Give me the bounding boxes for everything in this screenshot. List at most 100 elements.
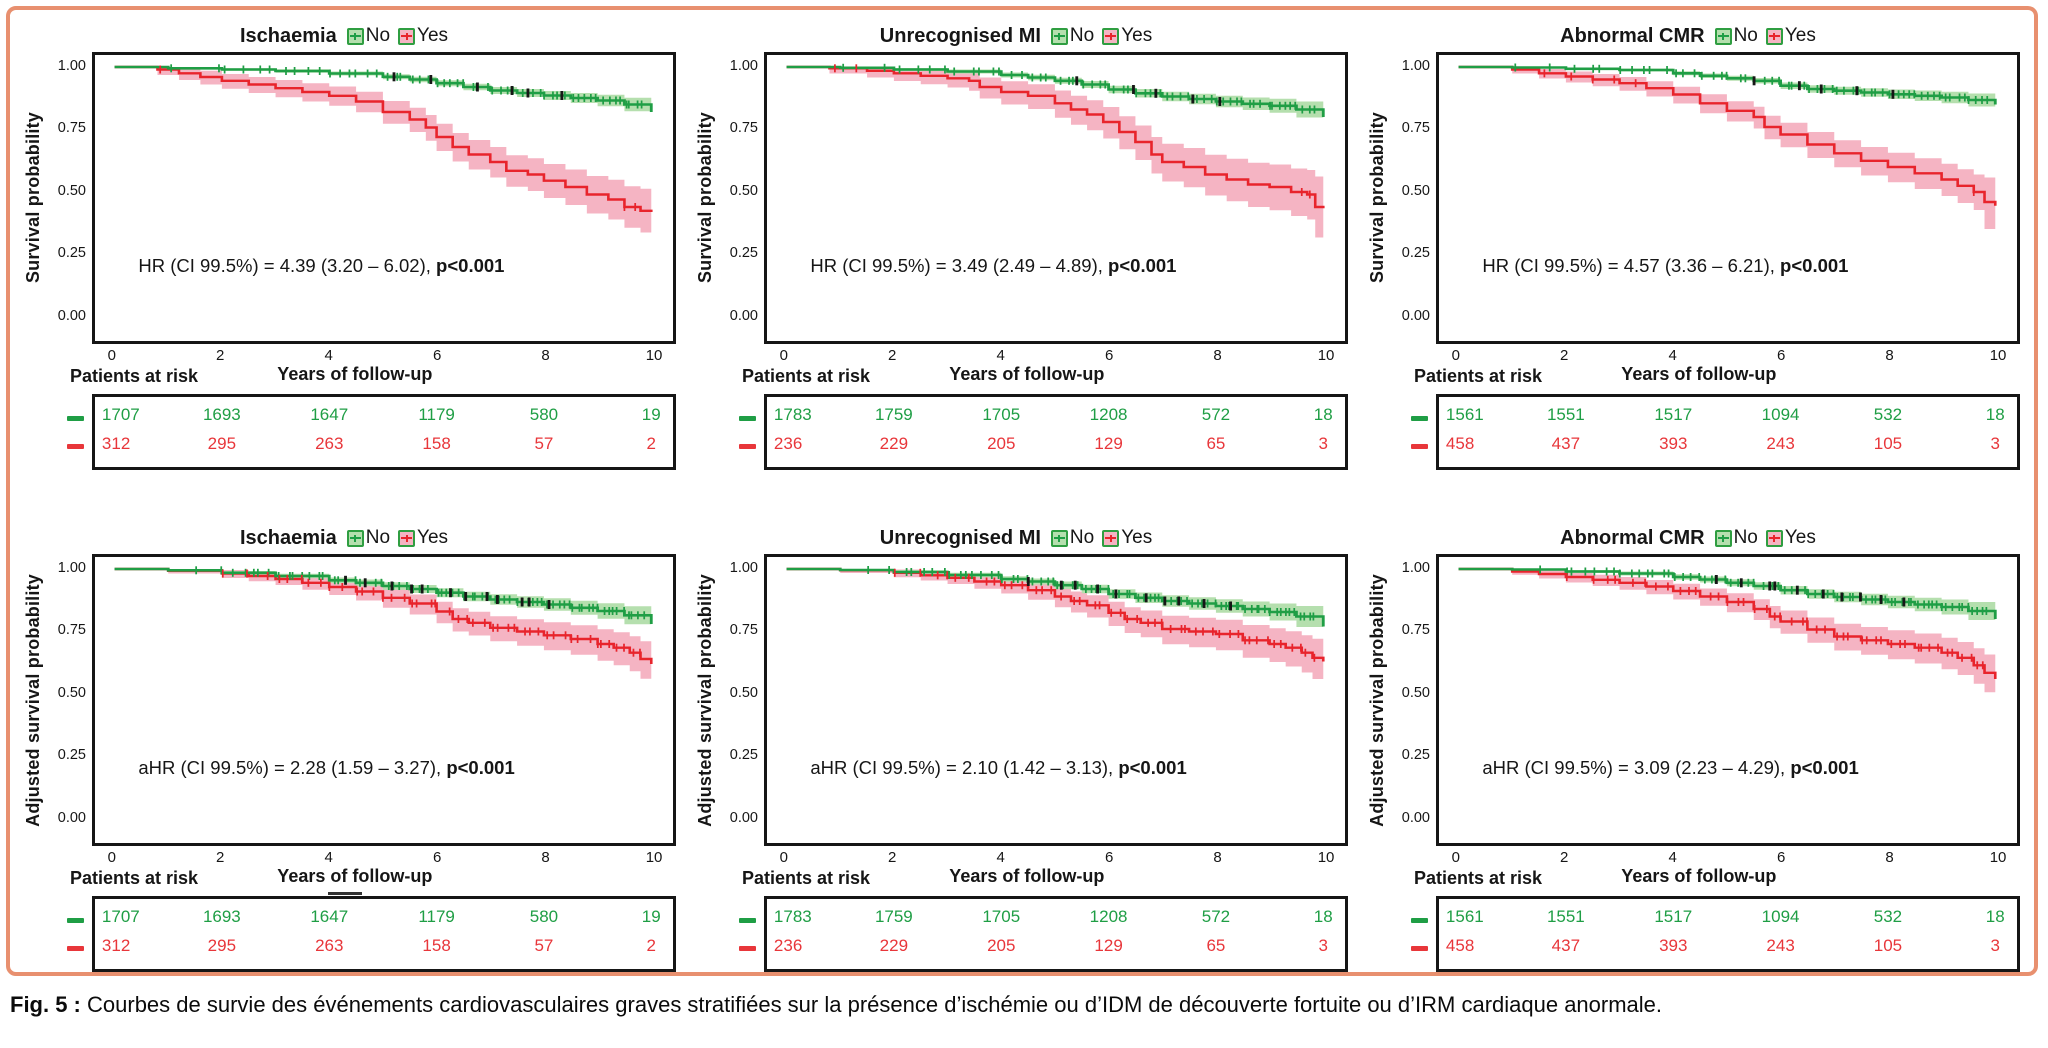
legend-yes-label: Yes: [417, 25, 449, 46]
risk-count: 1208: [1089, 405, 1128, 424]
x-tick: 2: [1560, 347, 1569, 364]
legend: No Yes: [1714, 527, 1824, 549]
risk-table-markers: [1364, 896, 1436, 972]
legend-yes-swatch: [398, 529, 416, 547]
x-tick: 2: [1560, 849, 1569, 866]
y-tick: 1.00: [57, 560, 86, 576]
km-panel-ischaemia-unadjusted: Ischaemia No Yes Survival probability 1.…: [20, 20, 676, 470]
legend-no-label: No: [365, 527, 391, 548]
x-tick: 4: [996, 849, 1005, 866]
y-tick: 0.25: [57, 747, 86, 763]
risk-count: 105: [1873, 936, 1903, 955]
risk-count: 3: [1990, 936, 2000, 955]
panel-title: Unrecognised MI: [879, 526, 1041, 549]
risk-count: 65: [1206, 434, 1226, 453]
no-group-dash-marker: [1411, 917, 1428, 923]
y-tick: 0.00: [1401, 308, 1430, 324]
risk-table-markers: [20, 896, 92, 972]
yes-group-dash-marker: [67, 443, 84, 449]
x-axis-label: Years of follow-up: [277, 364, 433, 384]
panel-header: Ischaemia No Yes: [20, 522, 676, 554]
risk-count: 458: [1445, 936, 1475, 955]
plot-area: aHR (CI 99.5%) = 3.09 (2.23 – 4.29), p<0…: [1436, 554, 2020, 846]
risk-count: 65: [1206, 936, 1226, 955]
panel-title: Unrecognised MI: [879, 24, 1041, 47]
y-tick: 1.00: [57, 58, 86, 74]
risk-count: 572: [1201, 405, 1231, 424]
no-group-dash-marker: [67, 415, 84, 421]
km-panel-unrecognised-mi-unadjusted: Unrecognised MI No Yes Survival probabil…: [692, 20, 1348, 470]
hazard-ratio-annotation: aHR (CI 99.5%) = 3.09 (2.23 – 4.29), p<0…: [1482, 757, 1858, 779]
legend-yes-swatch: [1102, 529, 1120, 547]
x-tick: 6: [1776, 849, 1786, 866]
yes-group-dash-marker: [739, 443, 756, 449]
risk-table-no-row: 1561 1551 1517 1094 532 18: [1439, 401, 2017, 430]
x-tick: 10: [1317, 347, 1335, 364]
risk-table: 1783 1759 1705 1208 572 18 236 229 205 129 65 3: [764, 896, 1348, 972]
y-tick: 0.00: [57, 810, 86, 826]
x-axis-label: Years of follow-up: [1621, 364, 1777, 384]
panel-header: Unrecognised MI No Yes: [692, 522, 1348, 554]
hazard-ratio-annotation: aHR (CI 99.5%) = 2.10 (1.42 – 3.13), p<0…: [810, 757, 1186, 779]
figure-frame: Ischaemia No Yes Survival probability 1.…: [6, 6, 2038, 976]
risk-count: 236: [773, 434, 803, 453]
x-tick-labels: 0 2 4 6 8 10: [92, 846, 676, 868]
legend-yes-swatch: [1765, 27, 1783, 45]
x-tick: 8: [1213, 849, 1222, 866]
legend-yes-swatch: [1102, 27, 1120, 45]
patients-at-risk-label: Patients at risk: [70, 868, 199, 888]
y-tick: 0.25: [729, 245, 758, 261]
risk-count: 263: [315, 434, 344, 453]
risk-count: 1783: [773, 405, 812, 424]
x-tick: 0: [107, 849, 116, 866]
hazard-ratio-annotation: HR (CI 99.5%) = 4.57 (3.36 – 6.21), p<0.…: [1482, 255, 1848, 277]
legend: No Yes: [1714, 25, 1824, 47]
legend-no-swatch: [1050, 27, 1068, 45]
y-tick: 0.75: [57, 120, 86, 136]
x-tick: 4: [1668, 347, 1677, 364]
risk-count: 1707: [101, 907, 140, 926]
legend-yes-swatch: [1765, 529, 1783, 547]
risk-count: 129: [1094, 936, 1123, 955]
km-panel-unrecognised-mi-adjusted: Unrecognised MI No Yes Adjusted survival…: [692, 522, 1348, 972]
y-tick: 0.25: [729, 747, 758, 763]
legend-yes-label: Yes: [1784, 527, 1816, 548]
risk-table-markers: [20, 394, 92, 470]
y-tick: 1.00: [729, 560, 758, 576]
y-tick: 0.25: [1401, 245, 1430, 261]
risk-count: 19: [641, 405, 661, 424]
x-tick: 10: [645, 849, 663, 866]
axis-labels-row: Patients at risk Years of follow-up: [742, 866, 1348, 894]
axis-labels-row: Patients at risk Years of follow-up: [70, 866, 676, 895]
x-tick: 8: [541, 849, 550, 866]
y-tick: 1.00: [1401, 58, 1430, 74]
risk-count: 1551: [1546, 405, 1585, 424]
plot-area: HR (CI 99.5%) = 4.57 (3.36 – 6.21), p<0.…: [1436, 52, 2020, 344]
risk-count: 1517: [1654, 907, 1693, 926]
risk-count: 2: [646, 434, 656, 453]
no-group-dash-marker: [739, 917, 756, 923]
x-tick: 2: [216, 347, 225, 364]
risk-table-markers: [692, 394, 764, 470]
caption-label: Fig. 5 :: [10, 992, 81, 1017]
no-group-dash-marker: [67, 917, 84, 923]
x-tick-labels: 0 2 4 6 8 10: [764, 846, 1348, 868]
km-plot: [786, 566, 1325, 684]
no-group-dash-marker: [1411, 415, 1428, 421]
risk-count: 205: [987, 936, 1016, 955]
panel-header: Abnormal CMR No Yes: [1364, 522, 2020, 554]
x-tick: 6: [432, 849, 442, 866]
km-plot: [114, 64, 653, 235]
hazard-ratio-annotation: aHR (CI 99.5%) = 2.28 (1.59 – 3.27), p<0…: [138, 757, 514, 779]
y-axis-label: Adjusted survival probability: [694, 573, 715, 827]
plot-row: Adjusted survival probability 1.00 0.75 …: [1364, 554, 2020, 846]
risk-table-row: 1561 1551 1517 1094 532 18 458 437 393 243 105 3: [1364, 394, 2020, 470]
risk-count: 393: [1659, 434, 1688, 453]
x-tick: 4: [324, 347, 333, 364]
x-tick: 8: [1885, 849, 1894, 866]
km-plot: [1458, 565, 1997, 700]
y-tick: 0.50: [1401, 685, 1430, 701]
km-plot: [1458, 63, 1997, 233]
legend: No Yes: [1050, 527, 1160, 549]
x-tick: 10: [1317, 849, 1335, 866]
